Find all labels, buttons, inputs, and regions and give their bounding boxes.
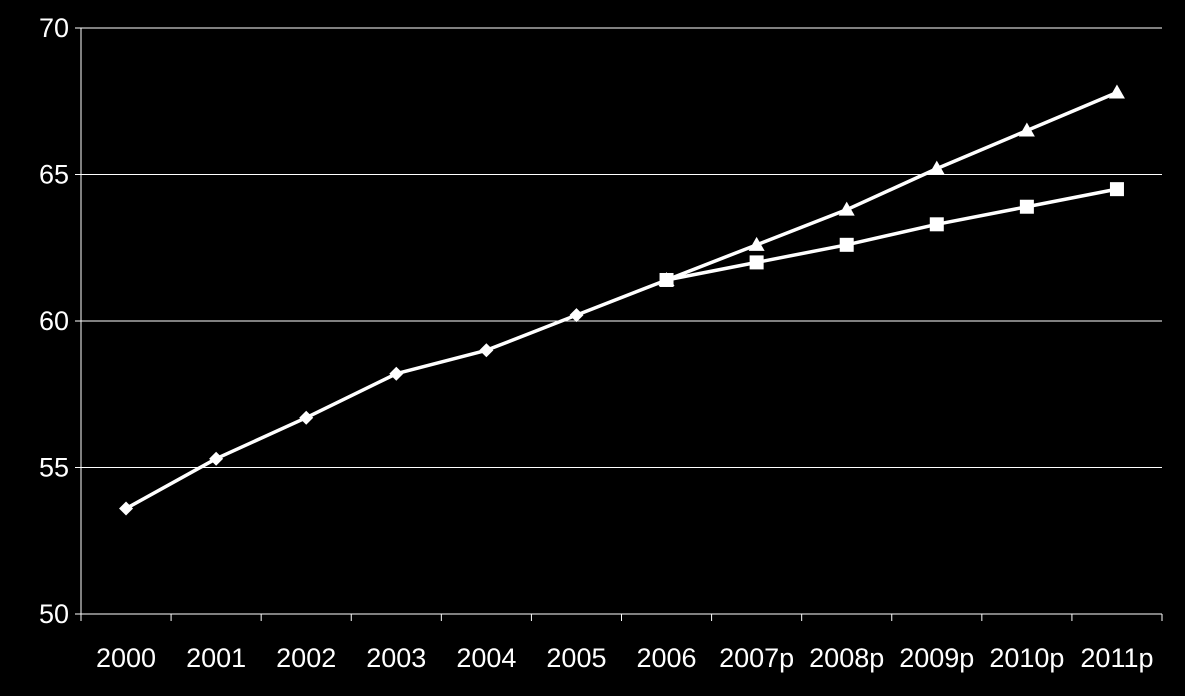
x-tick-label: 2007p (719, 643, 794, 673)
data-point-triangle (928, 160, 945, 175)
data-point-square (659, 272, 674, 287)
series-group (119, 84, 1125, 516)
x-tick-label: 2008p (809, 643, 884, 673)
data-point-square (1019, 199, 1034, 214)
y-tick-label: 65 (39, 160, 69, 190)
data-point-diamond (389, 366, 404, 381)
data-point-triangle (838, 201, 855, 216)
x-tick-label: 2009p (899, 643, 974, 673)
data-point-triangle (1018, 122, 1035, 137)
data-point-diamond (299, 410, 314, 425)
data-point-triangle (748, 236, 765, 251)
series-line (666, 187, 1118, 282)
y-axis-ticks: 50 55 60 65 70 (39, 13, 81, 629)
data-point-triangle (1108, 84, 1125, 99)
y-tick-label: 55 (39, 453, 69, 483)
x-tick-label: 2000 (96, 643, 156, 673)
x-tick-label: 2003 (366, 643, 426, 673)
data-point-diamond (569, 308, 584, 323)
x-tick-label: 2006 (637, 643, 697, 673)
series-line (665, 90, 1118, 282)
data-point-diamond (479, 343, 494, 358)
y-tick-label: 50 (39, 599, 69, 629)
gridlines (81, 27, 1162, 468)
x-axis-ticks: 2000 2001 2002 2003 2004 2005 2006 2007p 2008p 20… (80, 614, 1163, 673)
x-tick-label: 2004 (456, 643, 516, 673)
data-point-diamond (209, 451, 224, 466)
data-point-square (1109, 182, 1124, 197)
x-tick-label: 2010p (989, 643, 1064, 673)
data-point-square (929, 217, 944, 232)
series-diamond (119, 272, 674, 516)
y-tick-label: 70 (39, 13, 69, 43)
data-point-square (839, 237, 854, 252)
y-tick-label: 60 (39, 306, 69, 336)
x-tick-label: 2002 (276, 643, 336, 673)
series-square (659, 182, 1124, 287)
data-point-square (749, 255, 764, 270)
x-tick-label: 2005 (546, 643, 606, 673)
x-tick-label: 2001 (186, 643, 246, 673)
x-tick-label: 2011p (1080, 643, 1153, 673)
data-point-diamond (119, 501, 134, 516)
